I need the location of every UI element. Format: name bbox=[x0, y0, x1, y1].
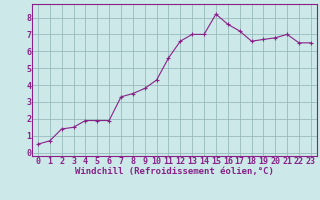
X-axis label: Windchill (Refroidissement éolien,°C): Windchill (Refroidissement éolien,°C) bbox=[75, 167, 274, 176]
